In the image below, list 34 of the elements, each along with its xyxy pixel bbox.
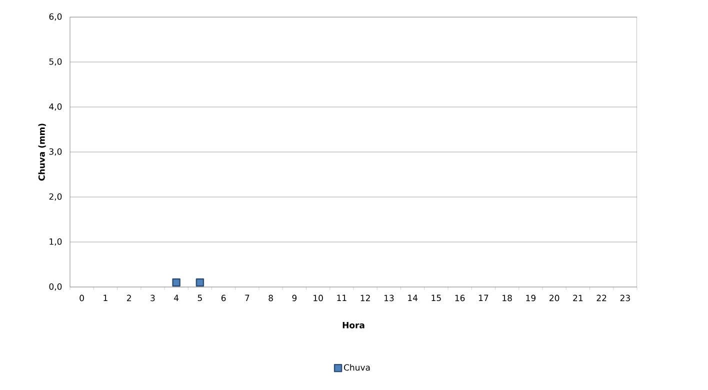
x-tick-label: 11 [337,294,346,301]
x-tick-label: 10 [314,294,323,302]
y-axis-title: Chuva (mm) [38,124,46,181]
x-tick-label: 9 [292,294,297,302]
x-tick-label: 22 [596,294,606,302]
legend-label: Chuva [344,364,370,371]
x-tick-label: 19 [526,294,536,302]
x-tick-label: 6 [221,294,226,302]
x-tick-label: 8 [268,294,273,302]
x-tick-label: 0 [80,294,84,302]
x-tick-label: 17 [478,294,488,301]
y-tick-label: 2,0 [49,193,62,201]
x-tick-label: 7 [245,294,250,301]
x-tick-label: 20 [550,294,560,302]
x-tick-label: 5 [198,294,202,302]
x-tick-label: 12 [360,294,370,302]
y-tick-label: 4,0 [49,103,62,111]
x-tick-label: 2 [126,294,131,302]
x-tick-label: 13 [384,294,394,302]
y-tick-label: 0,0 [49,283,62,291]
x-tick-label: 16 [455,294,465,302]
y-tick-label: 1,0 [50,238,62,246]
x-tick-label: 1 [104,294,108,301]
x-axis-title: Hora [342,322,364,328]
x-tick-label: 21 [573,294,583,302]
x-tick-label: 18 [502,294,512,302]
x-tick-label: 3 [150,294,155,302]
y-tick-label: 6,0 [49,13,62,21]
x-tick-label: 23 [620,294,630,302]
y-tick-label: 5,0 [49,58,62,66]
x-tick-label: 4 [174,294,179,301]
x-tick-label: 15 [432,294,441,302]
x-tick-label: 14 [408,294,418,301]
y-tick-label: 3,0 [49,148,62,156]
